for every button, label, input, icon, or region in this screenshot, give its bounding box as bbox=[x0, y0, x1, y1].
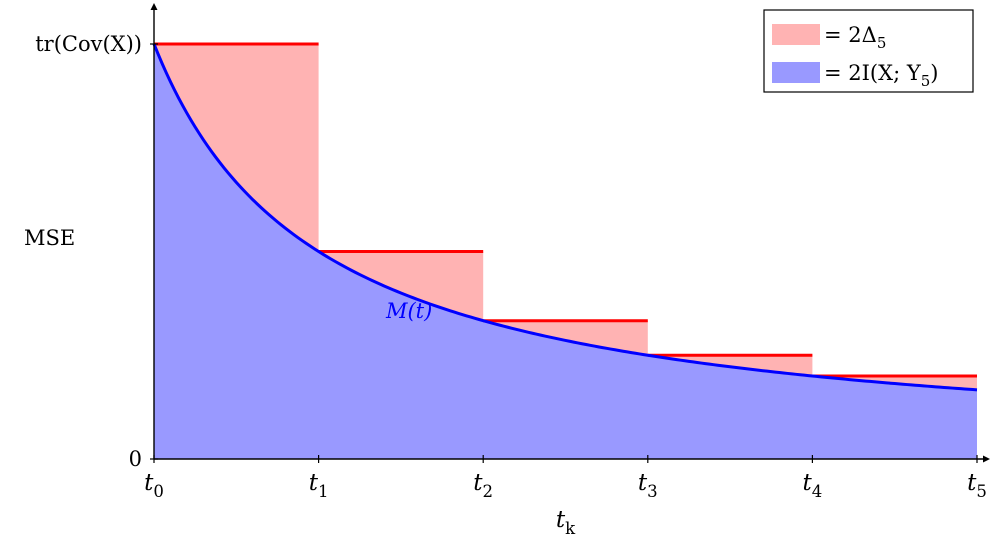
legend-swatch bbox=[772, 62, 820, 83]
x-tick-label: t1 bbox=[309, 470, 329, 501]
x-tick-label: t0 bbox=[144, 470, 164, 501]
x-tick-label: t3 bbox=[638, 470, 658, 501]
tick-labels: t0 t1 t2 t3 t4 t5 0 tr(Cov(X)) bbox=[35, 32, 987, 501]
legend-swatch bbox=[772, 24, 820, 45]
x-axis-arrow bbox=[983, 455, 990, 463]
axes bbox=[150, 3, 990, 463]
axis-labels: tk MSE bbox=[24, 226, 576, 535]
mse-curve bbox=[152, 43, 978, 392]
x-tick-label: t2 bbox=[473, 470, 493, 501]
legend-box bbox=[763, 9, 974, 93]
curve-area bbox=[154, 44, 977, 459]
y-tick-label: 0 bbox=[129, 447, 142, 471]
x-axis-label: tk bbox=[556, 507, 576, 535]
y-tick-label: tr(Cov(X)) bbox=[35, 32, 142, 56]
line-layer: M(t) bbox=[152, 42, 978, 392]
x-tick-label: t4 bbox=[803, 470, 823, 501]
legend-label: = 2I(X; Y5) bbox=[824, 61, 938, 90]
legend: = 2Δ5 = 2I(X; Y5) bbox=[763, 9, 974, 93]
area-layer bbox=[154, 44, 977, 459]
y-axis-label: MSE bbox=[24, 226, 75, 250]
legend-label: = 2Δ5 bbox=[824, 23, 886, 52]
curve-label: M(t) bbox=[385, 299, 432, 323]
x-tick-label: t5 bbox=[967, 470, 987, 501]
y-axis-arrow bbox=[150, 3, 158, 10]
